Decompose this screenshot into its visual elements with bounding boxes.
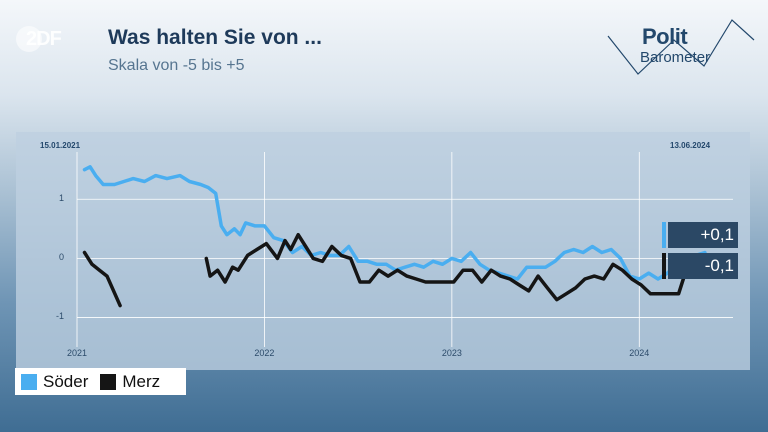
logo-circle bbox=[16, 26, 42, 52]
politbarometer-logo: Polit Barometer bbox=[604, 14, 756, 78]
legend-item-soeder: Söder bbox=[21, 372, 88, 392]
legend-swatch-merz bbox=[100, 373, 117, 390]
x-tick-label: 2023 bbox=[441, 348, 462, 358]
start-date: 15.01.2021 bbox=[40, 141, 81, 150]
legend-label-soeder: Söder bbox=[43, 371, 89, 391]
y-tick-label: 1 bbox=[58, 193, 64, 204]
legend-label-merz: Merz bbox=[122, 371, 161, 391]
chart-panel: 15.01.2021 13.06.2024 1 0 -1 2021 2022 2023 20… bbox=[16, 132, 750, 370]
y-tick-label: -1 bbox=[55, 311, 64, 322]
brand-line1: Polit bbox=[642, 24, 688, 49]
brand-line2: Barometer bbox=[640, 49, 711, 66]
end-date: 13.06.2024 bbox=[670, 141, 711, 150]
plot-area bbox=[76, 152, 733, 347]
x-tick-label: 2021 bbox=[66, 348, 88, 358]
logo-text: 2DF bbox=[26, 28, 62, 50]
soeder-value-label: +0,1 bbox=[668, 222, 738, 248]
legend-item-merz: Merz bbox=[100, 372, 160, 392]
brand-zigzag bbox=[607, 19, 755, 75]
series-line-merz bbox=[82, 250, 122, 308]
y-tick-label: 0 bbox=[58, 252, 64, 263]
series-line-söder bbox=[82, 165, 707, 281]
x-tick-label: 2022 bbox=[254, 348, 275, 358]
merz-value-label: -0,1 bbox=[668, 253, 738, 279]
legend: Söder Merz bbox=[15, 368, 186, 395]
soeder-value-marker bbox=[662, 222, 666, 248]
chart-subtitle: Skala von -5 bis +5 bbox=[108, 57, 245, 74]
legend-swatch-soeder bbox=[21, 373, 37, 390]
series-line-merz bbox=[204, 232, 707, 302]
zdf-logo: 2DF bbox=[16, 26, 78, 52]
x-tick-label: 2024 bbox=[629, 348, 650, 358]
merz-value-marker bbox=[662, 253, 666, 279]
chart-title: Was halten Sie von ... bbox=[108, 26, 322, 49]
